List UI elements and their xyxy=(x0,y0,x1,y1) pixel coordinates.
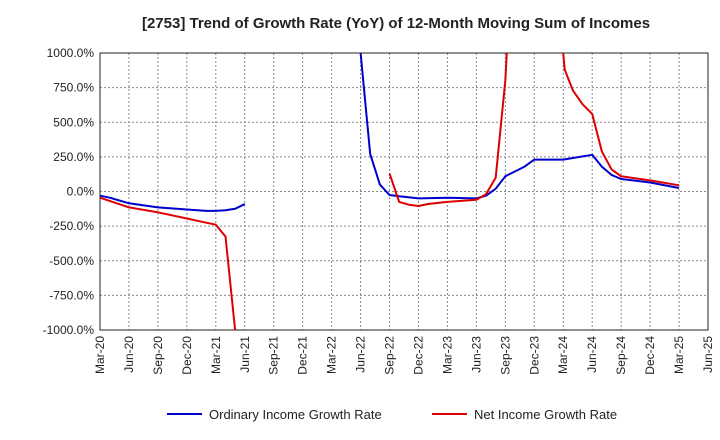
legend: Ordinary Income Growth Rate Net Income G… xyxy=(167,407,617,422)
y-tick-label: 500.0% xyxy=(53,115,94,129)
series-line-ordinary-income xyxy=(99,52,680,212)
x-tick-label: Dec-24 xyxy=(643,336,657,375)
y-tick-label: 250.0% xyxy=(53,150,94,164)
x-tick-label: Sep-22 xyxy=(383,336,397,375)
x-tick-label: Jun-22 xyxy=(354,336,368,373)
y-tick-label: -1000.0% xyxy=(43,323,95,337)
x-tick-label: Mar-20 xyxy=(93,336,107,374)
x-tick-label: Sep-21 xyxy=(267,336,281,375)
x-tick-label: Jun-23 xyxy=(469,336,483,373)
x-tick-label: Dec-20 xyxy=(180,336,194,375)
series-line-net-income xyxy=(99,52,680,331)
x-tick-label: Dec-23 xyxy=(527,336,541,375)
plot-frame xyxy=(99,52,709,331)
x-tick-label: Jun-20 xyxy=(122,336,136,373)
x-tick-label: Sep-20 xyxy=(151,336,165,375)
x-tick-label: Mar-24 xyxy=(556,336,570,374)
x-tick-label: Jun-24 xyxy=(585,336,599,373)
y-tick-label: 1000.0% xyxy=(47,46,95,60)
chart-title: [2753] Trend of Growth Rate (YoY) of 12-… xyxy=(142,15,650,32)
series-layer xyxy=(99,52,680,331)
x-tick-label: Mar-23 xyxy=(440,336,454,374)
legend-label-ordinary-income: Ordinary Income Growth Rate xyxy=(209,407,382,422)
y-tick-label: -500.0% xyxy=(49,254,94,268)
x-tick-label: Mar-21 xyxy=(209,336,223,374)
x-tick-label: Jun-21 xyxy=(238,336,252,373)
y-tick-label: 750.0% xyxy=(53,81,94,95)
y-tick-label: 0.0% xyxy=(67,185,95,199)
grid-layer xyxy=(99,52,709,331)
x-tick-label: Sep-23 xyxy=(498,336,512,375)
x-tick-label: Dec-21 xyxy=(296,336,310,375)
x-tick-label: Mar-25 xyxy=(672,336,686,374)
y-tick-label: -750.0% xyxy=(49,288,94,302)
legend-label-net-income: Net Income Growth Rate xyxy=(474,407,617,422)
tick-layer: 1000.0% 750.0% 500.0% 250.0% 0.0% -250.0% -500… xyxy=(43,46,715,375)
y-tick-label: -250.0% xyxy=(49,219,94,233)
x-tick-label: Mar-22 xyxy=(325,336,339,374)
x-tick-label: Sep-24 xyxy=(614,336,628,375)
x-tick-label: Dec-22 xyxy=(411,336,425,375)
x-tick-label: Jun-25 xyxy=(701,336,715,373)
